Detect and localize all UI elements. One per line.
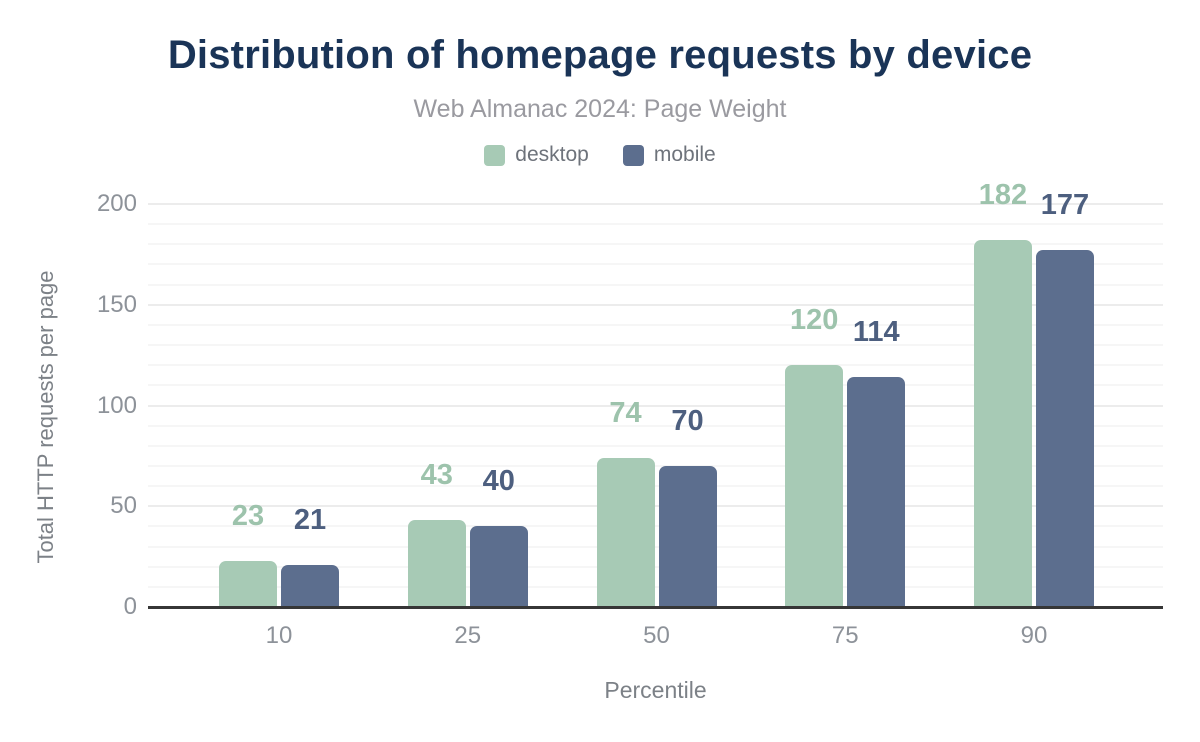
minor-gridline-80 <box>148 444 1163 447</box>
bar-desktop-p90[interactable] <box>974 240 1032 607</box>
minor-gridline-10 <box>148 585 1163 588</box>
major-gridline-150 <box>148 303 1163 306</box>
bar-value-mobile-p10: 21 <box>293 504 327 536</box>
y-tick-label-0: 0 <box>123 593 137 620</box>
minor-gridline-160 <box>148 283 1163 286</box>
x-tick-label-75: 75 <box>831 622 859 649</box>
minor-gridline-170 <box>148 263 1163 266</box>
minor-gridline-130 <box>148 344 1163 347</box>
major-gridline-50 <box>148 505 1163 508</box>
bar-value-mobile-p75: 114 <box>852 316 900 348</box>
bar-mobile-p50[interactable] <box>658 466 717 607</box>
minor-gridline-30 <box>148 545 1163 548</box>
legend-item-desktop[interactable]: desktop <box>484 144 589 166</box>
legend-label-desktop: desktop <box>515 143 589 166</box>
bar-value-desktop-p90: 182 <box>978 179 1028 211</box>
bar-mobile-p25[interactable] <box>469 526 528 607</box>
y-tick-label-100: 100 <box>96 391 137 419</box>
x-tick-label-10: 10 <box>265 622 293 649</box>
bar-value-mobile-p50: 70 <box>671 405 704 437</box>
minor-gridline-140 <box>148 323 1163 326</box>
y-tick-label-200: 200 <box>96 190 137 217</box>
x-tick-label-25: 25 <box>454 622 482 649</box>
minor-gridline-120 <box>148 364 1163 367</box>
minor-gridline-110 <box>148 384 1163 387</box>
bar-value-desktop-p50: 74 <box>609 397 642 429</box>
x-tick-label-50: 50 <box>643 622 670 649</box>
bar-desktop-p10[interactable] <box>219 561 277 607</box>
minor-gridline-20 <box>148 565 1163 568</box>
plot-area: 23 21 10 43 40 25 74 70 50 120 114 75 182 177 90 <box>148 181 1163 649</box>
minor-gridline-90 <box>148 424 1163 427</box>
minor-gridline-40 <box>148 525 1163 528</box>
bar-value-mobile-p25: 40 <box>482 465 515 497</box>
minor-gridline-70 <box>148 464 1163 467</box>
mobile-swatch-icon <box>622 144 644 166</box>
x-axis-title: Percentile <box>604 677 707 703</box>
bar-mobile-p90[interactable] <box>1036 250 1094 607</box>
minor-gridline-190 <box>148 223 1163 226</box>
bar-value-mobile-p90: 177 <box>1040 189 1090 221</box>
chart-title: Distribution of homepage requests by dev… <box>167 33 1033 77</box>
bar-value-desktop-p10: 23 <box>231 500 265 532</box>
legend-label-mobile: mobile <box>653 143 716 166</box>
x-tick-label-90: 90 <box>1020 622 1048 649</box>
minor-gridline-180 <box>148 243 1163 246</box>
bar-value-desktop-p25: 43 <box>420 459 453 491</box>
x-axis-baseline <box>148 606 1163 609</box>
bar-mobile-p75[interactable] <box>847 377 906 607</box>
bar-mobile-p10[interactable] <box>281 565 339 607</box>
bar-desktop-p25[interactable] <box>407 520 466 607</box>
legend: desktop mobile <box>0 144 1200 166</box>
major-gridline-200 <box>148 203 1163 205</box>
chart-subtitle: Web Almanac 2024: Page Weight <box>413 95 787 123</box>
bar-desktop-p50[interactable] <box>596 458 655 607</box>
bar-value-desktop-p75: 120 <box>790 304 839 336</box>
y-tick-label-50: 50 <box>110 492 137 520</box>
legend-item-mobile[interactable]: mobile <box>622 143 716 166</box>
bar-desktop-p75[interactable] <box>785 365 844 607</box>
minor-gridline-60 <box>148 485 1163 488</box>
desktop-swatch-icon <box>484 144 506 166</box>
major-gridline-100 <box>148 404 1163 407</box>
y-tick-label-150: 150 <box>96 290 137 318</box>
